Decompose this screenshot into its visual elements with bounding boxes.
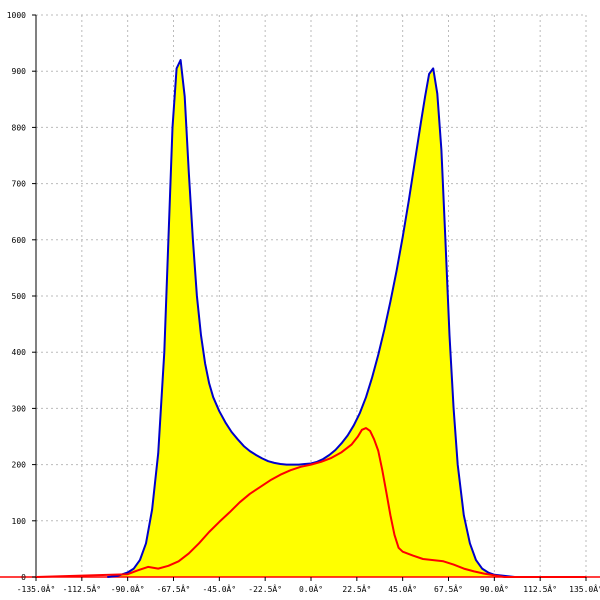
x-tick-label: -67.5Â° <box>157 583 191 594</box>
x-tick-label: -112.5Â° <box>63 583 102 594</box>
x-tick-label: 22.5Â° <box>342 583 371 594</box>
y-tick-label: 1000 <box>7 11 26 20</box>
x-tick-label: 67.5Â° <box>434 583 463 594</box>
x-tick-label: -45.0Â° <box>202 583 236 594</box>
y-tick-label: 700 <box>12 180 27 189</box>
series-1-line <box>107 59 515 578</box>
x-tick-label: -135.0Â° <box>17 583 56 594</box>
y-tick-label: 800 <box>12 123 27 132</box>
y-tick-labels: 0 100 200 300 400 500 600 700 800 900 1000 <box>7 11 36 582</box>
x-tick-label: 0.0Â° <box>299 583 323 594</box>
y-tick-label: 0 <box>21 573 26 582</box>
y-tick-label: 300 <box>12 404 27 413</box>
y-tick-label: 500 <box>12 292 27 301</box>
x-tick-label: 90.0Â° <box>480 583 509 594</box>
y-tick-label: 900 <box>12 67 27 76</box>
series-2-line <box>35 427 586 578</box>
series-lines <box>35 59 586 578</box>
x-tick-label: 45.0Â° <box>388 583 417 594</box>
x-tick-label: -22.5Â° <box>248 583 282 594</box>
series-1-area <box>107 60 515 577</box>
y-tick-label: 100 <box>12 517 27 526</box>
y-tick-label: 600 <box>12 236 27 245</box>
x-tick-label: 112.5Â° <box>523 583 557 594</box>
series-areas <box>107 60 515 577</box>
x-tick-label: 135.0Â° <box>569 583 600 594</box>
y-tick-label: 400 <box>12 348 27 357</box>
x-tick-label: -90.0Â° <box>111 583 145 594</box>
y-tick-label: 200 <box>12 461 27 470</box>
x-tick-labels: -135.0Â° -112.5Â° -90.0Â° -67.5Â° -45.0Â° -22… <box>17 577 600 594</box>
